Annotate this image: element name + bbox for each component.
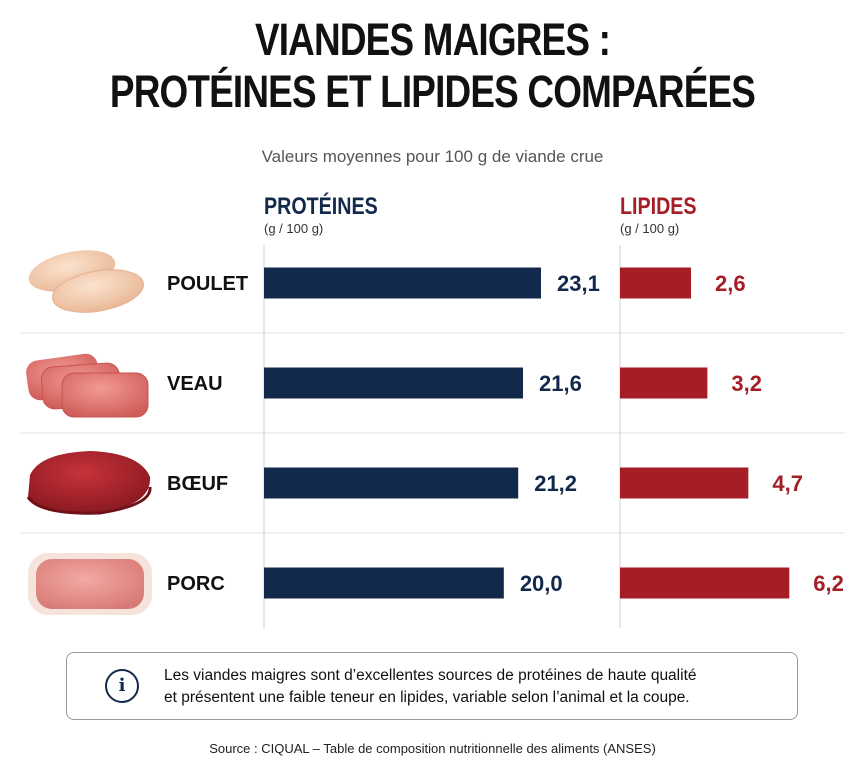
- info-icon: i: [105, 669, 139, 703]
- pork-chop-image: [28, 553, 152, 615]
- category-label: PORC: [167, 573, 225, 595]
- lipid-value-label: 2,6: [715, 271, 746, 296]
- lipids-header-unit: (g / 100 g): [620, 221, 680, 236]
- protein-bar: [264, 467, 519, 499]
- chicken-breast-image: [28, 250, 144, 313]
- title-line-2: PROTÉINES ET LIPIDES COMPARÉES: [109, 66, 756, 117]
- note-line-1: Les viandes maigres sont d’excellentes s…: [164, 667, 697, 684]
- proteins-column-header: PROTÉINES (g / 100 g): [264, 193, 403, 237]
- title-line-1: VIANDES MAIGRES :: [254, 14, 611, 65]
- chart-rows: POULET 23,1 2,6 VEAU 21,6 3,2 BŒUF 21,2 4,7 PORC 2…: [26, 250, 844, 615]
- proteins-header-unit: (g / 100 g): [264, 221, 324, 236]
- chart-row-2: VEAU 21,6 3,2: [26, 353, 762, 418]
- page-title: VIANDES MAIGRES : PROTÉINES ET LIPIDES C…: [78, 14, 787, 118]
- protein-value-label: 23,1: [557, 271, 600, 296]
- info-note: i Les viandes maigres sont d’excellentes…: [66, 652, 798, 720]
- protein-bar: [264, 567, 504, 599]
- protein-bar: [264, 367, 524, 399]
- note-line-2: et présentent une faible teneur en lipid…: [164, 689, 690, 706]
- category-label: POULET: [167, 273, 248, 295]
- lipid-bar: [620, 367, 708, 399]
- lipid-value-label: 3,2: [731, 371, 762, 396]
- chart-row-4: PORC 20,0 6,2: [28, 553, 844, 615]
- comparison-chart: POULET 23,1 2,6 VEAU 21,6 3,2 BŒUF 21,2 4,7 PORC 2…: [20, 245, 845, 628]
- protein-value-label: 20,0: [520, 571, 563, 596]
- protein-bar: [264, 267, 541, 299]
- lipids-column-header: LIPIDES (g / 100 g): [620, 193, 713, 237]
- veal-cutlet-image: [26, 353, 149, 418]
- chart-row-3: BŒUF 21,2 4,7: [26, 451, 803, 515]
- proteins-header-label: PROTÉINES: [264, 193, 378, 220]
- lipid-value-label: 6,2: [813, 571, 844, 596]
- beef-steak-image: [26, 451, 152, 515]
- lipids-header-label: LIPIDES: [620, 193, 697, 220]
- protein-value-label: 21,6: [539, 371, 582, 396]
- category-label: BŒUF: [167, 473, 228, 495]
- row-separators: [20, 332, 845, 534]
- subtitle: Valeurs moyennes pour 100 g de viande cr…: [261, 147, 604, 166]
- lipid-bar: [620, 467, 749, 499]
- lipid-value-label: 4,7: [772, 471, 803, 496]
- protein-value-label: 21,2: [534, 471, 577, 496]
- chart-row-1: POULET 23,1 2,6: [28, 250, 746, 313]
- lipid-bar: [620, 267, 691, 299]
- lipid-bar: [620, 567, 790, 599]
- source-caption: Source : CIQUAL – Table de composition n…: [209, 741, 656, 756]
- note-text: Les viandes maigres sont d’excellentes s…: [164, 665, 784, 709]
- category-label: VEAU: [167, 373, 223, 395]
